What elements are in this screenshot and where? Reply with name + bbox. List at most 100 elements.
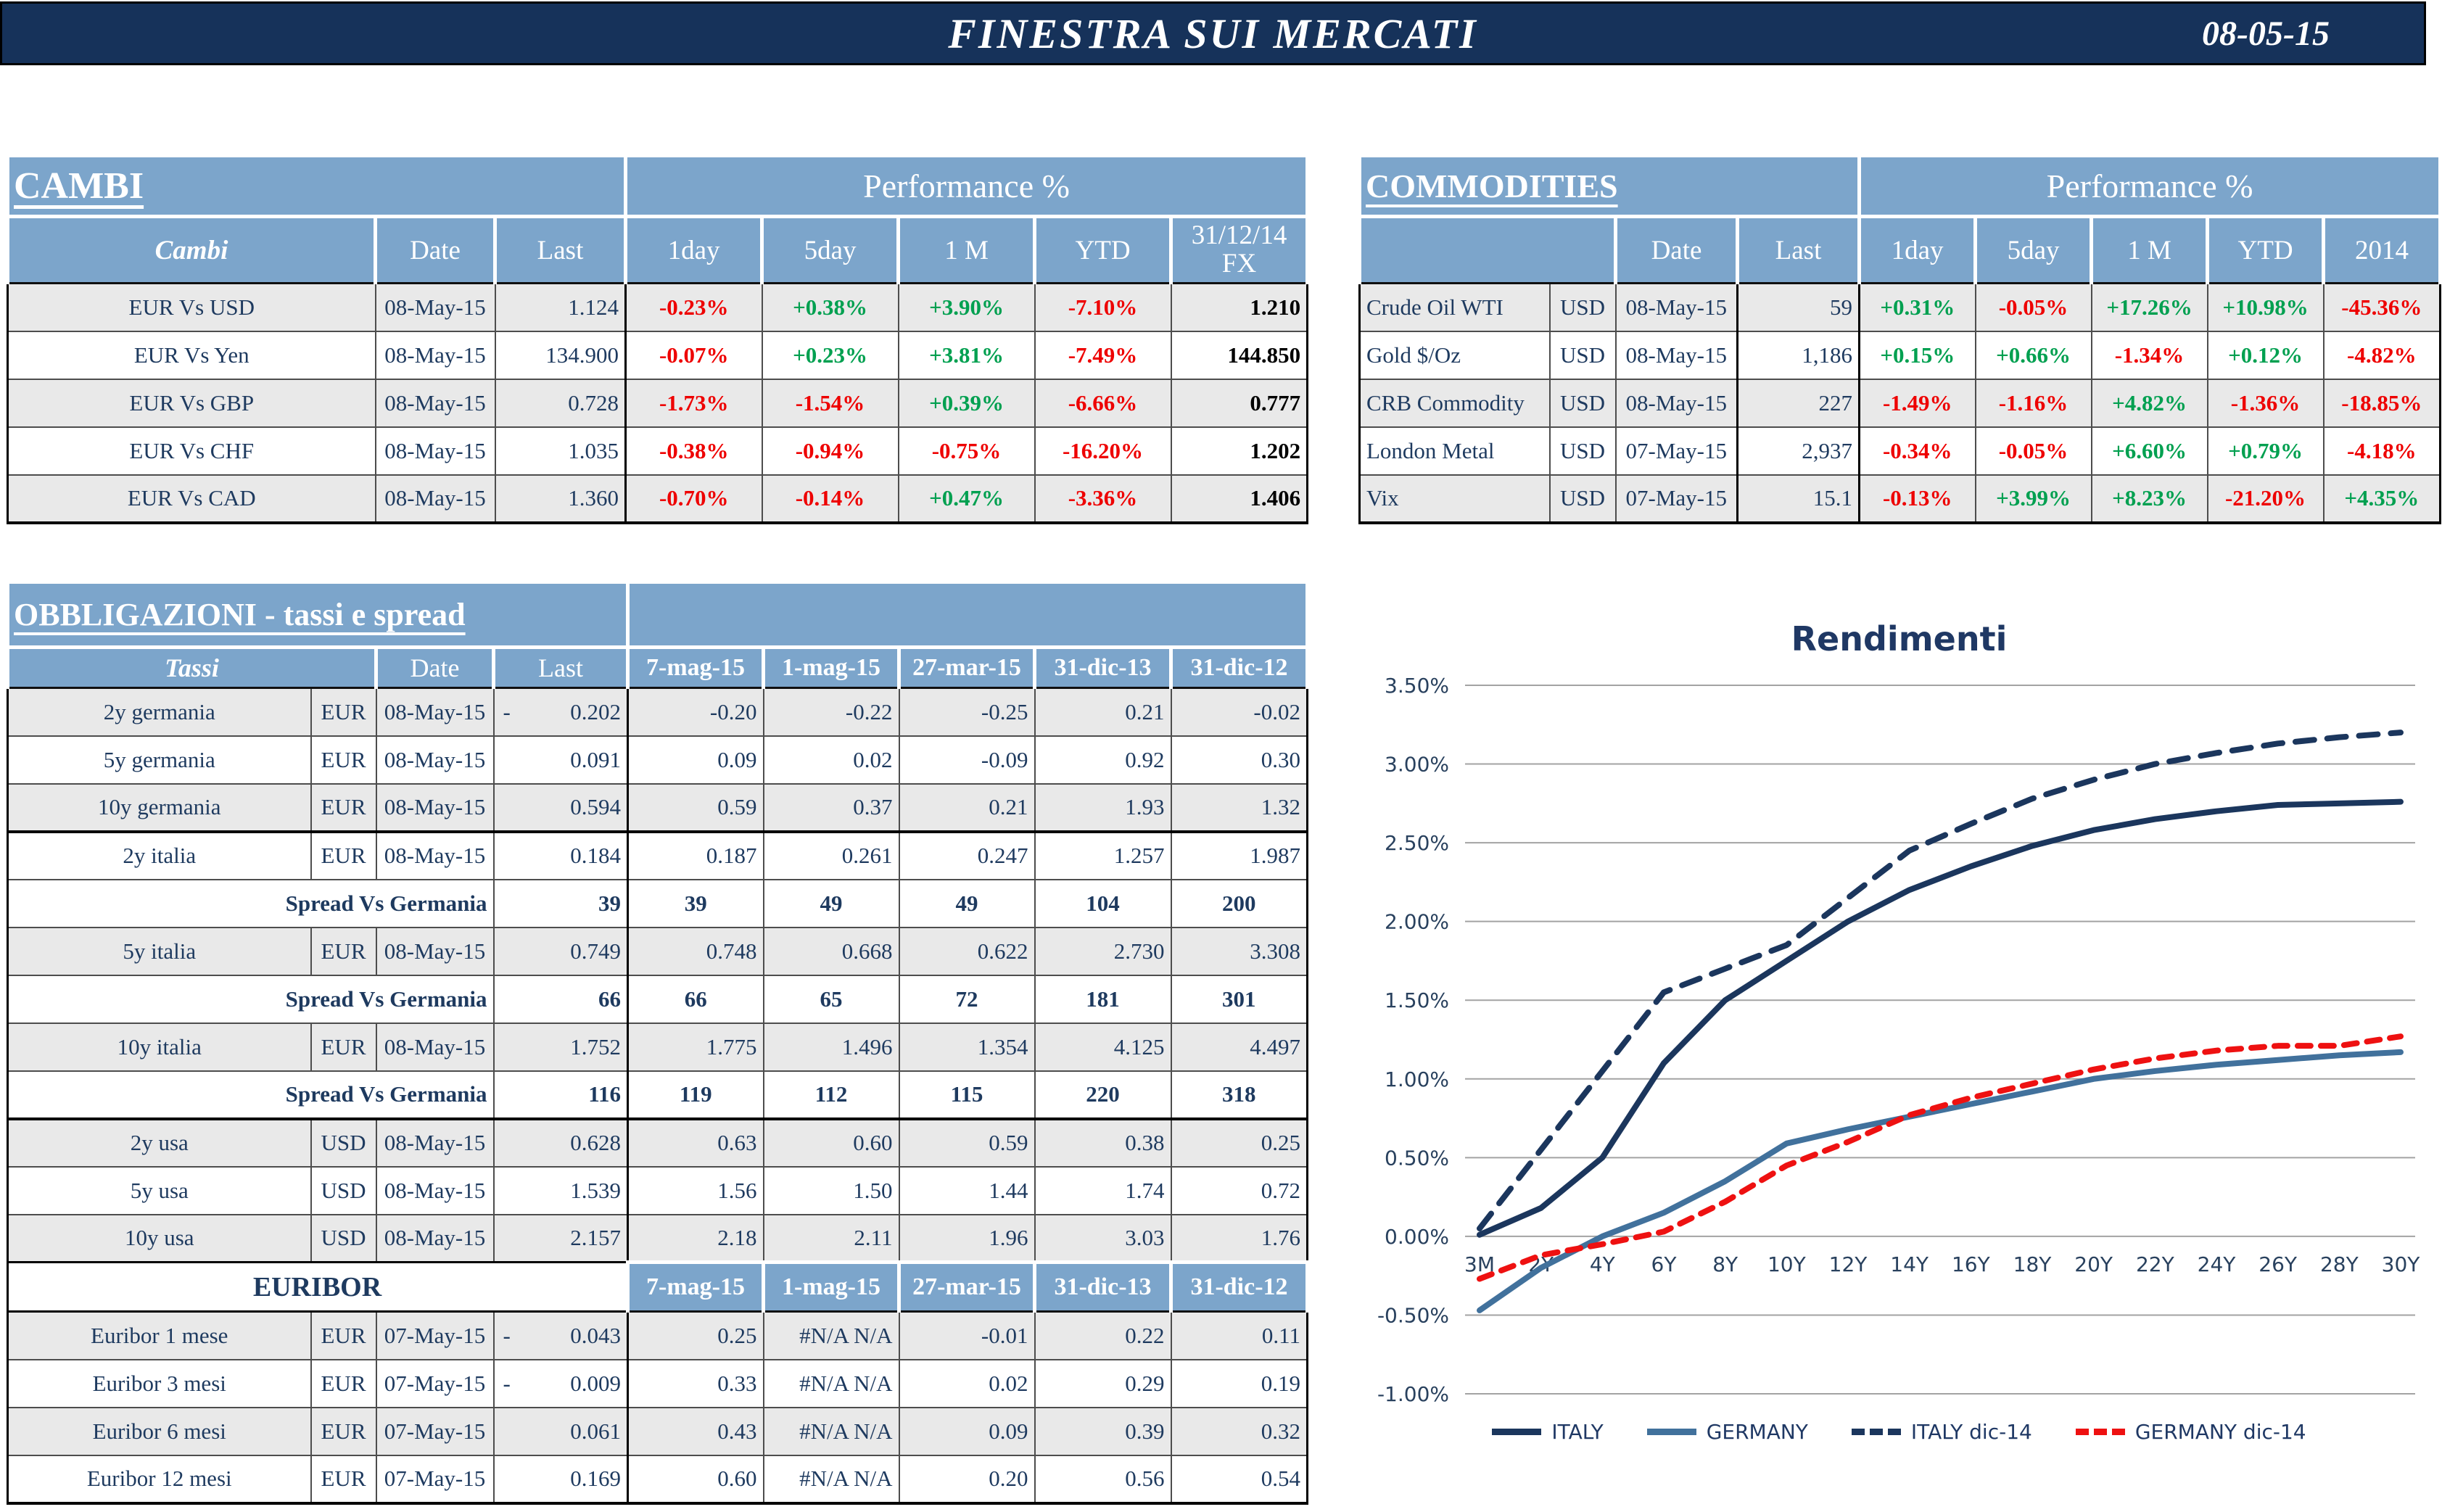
cell-spread-last: 39 <box>492 878 629 928</box>
cell-ytd: -7.49% <box>1034 330 1172 380</box>
cell-last: 1.360 <box>494 474 627 524</box>
perf-value: -1.36% <box>2230 389 2301 416</box>
cell-date: 08-May-15 <box>375 735 495 785</box>
cell-currency: EUR <box>310 1454 377 1505</box>
cell-spread-history: 66 <box>627 974 764 1024</box>
cell-pair-name: EUR Vs GBP <box>7 378 376 428</box>
cell-last: 1.539 <box>492 1165 629 1215</box>
commodity-row: Gold $/Oz USD 08-May-15 1,186 +0.15% +0.66% -1… <box>1358 330 2442 380</box>
cell-history: 4.125 <box>1034 1022 1172 1072</box>
cell-spread-history: 301 <box>1170 974 1308 1024</box>
euribor-row: Euribor 6 mesi EUR 07-May-15 0.061 0.43 #N/A … <box>7 1406 1308 1456</box>
cell-date: 08-May-15 <box>375 1117 495 1168</box>
cell-date: 07-May-15 <box>375 1406 495 1456</box>
rate-row: 10y usa USD 08-May-15 2.157 2.18 2.11 1.96 3.03… <box>7 1213 1308 1263</box>
cell-5day: +0.23% <box>761 330 899 380</box>
cell-history: 0.59 <box>898 1117 1036 1168</box>
cell-spread-history: 39 <box>627 878 764 928</box>
cell-1day: -0.38% <box>624 426 763 476</box>
cell-date: 07-May-15 <box>375 1454 495 1505</box>
perf-value: -1.16% <box>1998 389 2068 416</box>
perf-value: -7.10% <box>1068 294 1138 320</box>
perf-value: +8.23% <box>2112 485 2187 511</box>
cell-fx: 1.210 <box>1170 282 1309 332</box>
commodities-col-1m: 1 M <box>2090 215 2210 284</box>
cell-5day: -0.05% <box>1974 282 2092 332</box>
cell-history: 1.93 <box>1034 782 1172 833</box>
cell-history: 0.21 <box>1034 687 1172 737</box>
cell-ytd: +0.79% <box>2206 426 2325 476</box>
cell-history: 0.92 <box>1034 735 1172 785</box>
cell-1m: +8.23% <box>2090 474 2208 524</box>
accounting-minus: - <box>503 1370 511 1396</box>
cell-date: 08-May-15 <box>374 474 496 524</box>
cell-history: 0.261 <box>762 830 900 880</box>
perf-value: -3.36% <box>1068 485 1138 511</box>
rate-row: 5y italia EUR 08-May-15 0.749 0.748 0.668 0.62… <box>7 926 1308 976</box>
legend-label: GERMANY <box>1706 1420 1808 1444</box>
report-header: FINESTRA SUI MERCATI 08-05-15 <box>0 1 2426 65</box>
cell-rate-name: 2y italia <box>7 830 312 880</box>
cell-last: 1.124 <box>494 282 627 332</box>
cell-date: 08-May-15 <box>375 1165 495 1215</box>
perf-value: -6.66% <box>1068 389 1138 416</box>
last-value: 0.043 <box>570 1322 621 1348</box>
cell-history: 1.775 <box>627 1022 764 1072</box>
perf-value: -0.07% <box>659 342 729 368</box>
cell-last: 15.1 <box>1736 474 1861 524</box>
cell-history: 0.63 <box>627 1117 764 1168</box>
spread-row: Spread Vs Germania 39 39 49 49 104 200 <box>7 878 1308 928</box>
cell-1day: -0.70% <box>624 474 763 524</box>
cambi-col-date: Date <box>374 215 497 284</box>
cell-spread-history: 181 <box>1034 974 1172 1024</box>
commodity-row: CRB Commodity USD 08-May-15 227 -1.49% -1.16%… <box>1358 378 2442 428</box>
cell-currency: USD <box>1548 378 1617 428</box>
cell-currency: EUR <box>310 1406 377 1456</box>
cell-last: 0.628 <box>492 1117 629 1168</box>
commodities-col-ytd: YTD <box>2206 215 2326 284</box>
cell-last: 1.752 <box>492 1022 629 1072</box>
rate-row: 2y germania EUR 08-May-15-0.202 -0.20 -0.22-… <box>7 687 1308 737</box>
cell-history: 0.60 <box>627 1454 764 1505</box>
cell-last: 0.749 <box>492 926 629 976</box>
cell-5day: -0.14% <box>761 474 899 524</box>
cell-history: #N/A N/A <box>762 1358 900 1408</box>
perf-value: -18.85% <box>2341 389 2422 416</box>
cell-fx: 144.850 <box>1170 330 1309 380</box>
report-title: FINESTRA SUI MERCATI <box>948 9 1478 57</box>
cambi-performance-header: Performance % <box>624 154 1310 218</box>
cell-ytd: +10.98% <box>2206 282 2325 332</box>
cell-date: 07-May-15 <box>375 1358 495 1408</box>
cell-history: 4.497 <box>1170 1022 1308 1072</box>
cell-history: 1.257 <box>1034 830 1172 880</box>
cell-spread-label: Spread Vs Germania <box>7 878 495 928</box>
perf-value: +0.39% <box>929 389 1004 416</box>
legend-label: ITALY <box>1551 1420 1604 1444</box>
cell-history: 1.987 <box>1170 830 1308 880</box>
cell-2014: +4.35% <box>2322 474 2442 524</box>
cell-last: 1.035 <box>494 426 627 476</box>
cambi-row: EUR Vs USD 08-May-15 1.124 -0.23% +0.38% +3.9… <box>7 282 1309 332</box>
cell-ytd: -21.20% <box>2206 474 2325 524</box>
cell-history: #N/A N/A <box>762 1454 900 1505</box>
cell-date: 08-May-15 <box>375 1213 495 1263</box>
cell-last: - 0.202 <box>492 687 629 737</box>
euribor-row: Euribor 12 mesi EUR 07-May-15 0.169 0.60 #N/A… <box>7 1454 1308 1505</box>
cell-last: 0.728 <box>494 378 627 428</box>
perf-value: -1.54% <box>795 389 865 416</box>
cell-history: -0.20 <box>627 687 764 737</box>
perf-value: -1.49% <box>1882 389 1952 416</box>
cell-5day: +3.99% <box>1974 474 2092 524</box>
cell-history: 1.76 <box>1170 1213 1308 1263</box>
perf-value: -0.70% <box>659 485 729 511</box>
cambi-col-fx: 31/12/14 FX <box>1169 215 1310 284</box>
cell-spread-last: 66 <box>492 974 629 1024</box>
legend-item: GERMANY <box>1646 1420 1808 1444</box>
cambi-col-name: Cambi <box>6 215 377 284</box>
cell-spread-history: 65 <box>762 974 900 1024</box>
chart-plot: 3.50% 3.00% 2.50% 2.00% 1.50% 1.00% 0.50% 0.00%… <box>1377 674 2420 1406</box>
perf-value: -4.82% <box>2347 342 2417 368</box>
x-axis-label: 28Y <box>2320 1252 2359 1276</box>
euribor-col-history: 7-mag-15 <box>626 1260 765 1313</box>
perf-value: -7.49% <box>1068 342 1138 368</box>
